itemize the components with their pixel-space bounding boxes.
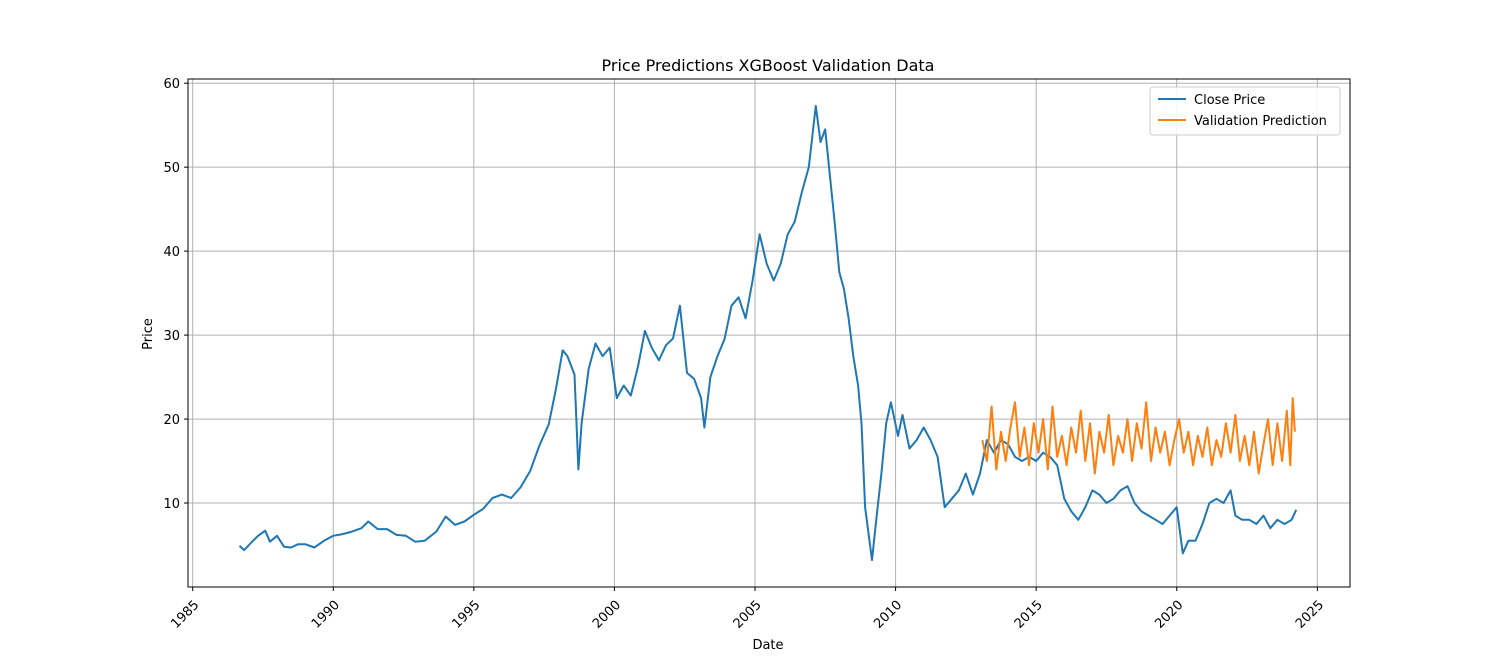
plot-area: [238, 104, 1298, 562]
y-tick-label: 10: [163, 497, 180, 512]
legend: Close Price Validation Prediction: [1149, 86, 1341, 136]
axes-frame: [187, 78, 1351, 588]
y-tick-label: 60: [163, 77, 180, 92]
legend-label: Close Price: [1194, 93, 1265, 108]
y-axis: 10 20 30 40 50 60: [163, 77, 188, 512]
x-tick-label: 1990: [309, 598, 343, 632]
y-tick-label: 20: [163, 413, 180, 428]
series-line-close-price: [238, 104, 1298, 562]
x-tick-label: 2005: [731, 598, 765, 632]
x-axis: 1985 1990 1995 2000 2005 2010 2015 2020 2025: [168, 587, 1327, 632]
x-tick-label: 2015: [1012, 598, 1046, 632]
x-tick-label: 2000: [590, 598, 624, 632]
x-axis-label: Date: [752, 638, 783, 653]
legend-label: Validation Prediction: [1194, 114, 1327, 129]
series-line-validation-prediction: [981, 397, 1296, 475]
x-tick-label: 1985: [168, 598, 202, 632]
legend-box: [1149, 86, 1341, 136]
x-tick-label: 2020: [1152, 598, 1186, 632]
y-axis-label: Price: [141, 318, 156, 350]
x-tick-label: 2010: [871, 598, 905, 632]
y-tick-label: 40: [163, 245, 180, 260]
y-tick-label: 30: [163, 329, 180, 344]
y-tick-label: 50: [163, 161, 180, 176]
x-tick-label: 1995: [449, 598, 483, 632]
grid: [188, 79, 1350, 587]
x-tick-label: 2025: [1293, 598, 1327, 632]
chart-title: Price Predictions XGBoost Validation Dat…: [602, 56, 935, 75]
